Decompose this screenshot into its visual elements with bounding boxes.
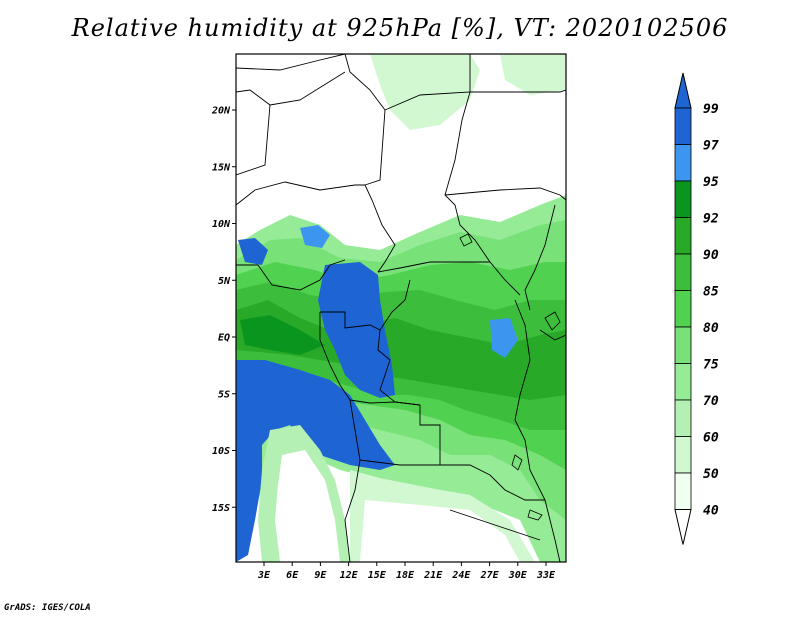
lat-tick-label: 15S [212, 503, 230, 514]
grads-credit: GrADS: IGES/COLA [4, 603, 91, 613]
colorbar-label: 60 [703, 431, 719, 446]
colorbar: 99 97 95 92 90 85 80 75 70 60 50 40 [674, 72, 719, 545]
colorbar-top-arrow [674, 72, 692, 109]
lat-tick-label: 5N [218, 276, 231, 287]
colorbar-label: 95 [703, 175, 719, 190]
colorbar-label: 75 [703, 358, 719, 373]
longitude-axis: 3E 6E 9E 12E 15E 18E 21E 24E 27E 30E 33E [257, 562, 556, 581]
colorbar-label: 90 [703, 248, 719, 263]
colorbar-swatch [674, 326, 692, 364]
lon-tick-label: 18E [396, 570, 415, 581]
lon-tick-label: 12E [340, 570, 359, 581]
colorbar-swatch [674, 180, 692, 218]
lon-tick-label: 15E [368, 570, 387, 581]
colorbar-label: 97 [703, 139, 719, 154]
latitude-axis: 20N 15N 10N 5N EQ 5S 10S 15S [211, 106, 236, 514]
lon-tick-label: 27E [480, 570, 500, 581]
lon-tick-label: 33E [536, 570, 556, 581]
lat-tick-label: 20N [211, 106, 231, 117]
colorbar-swatch [674, 107, 692, 145]
country-borders [236, 54, 566, 562]
lat-tick-label: 5S [218, 389, 230, 400]
lat-tick-label: 10N [212, 219, 231, 230]
lon-tick-label: 30E [508, 570, 528, 581]
map-panel [236, 54, 566, 562]
colorbar-label: 85 [703, 285, 719, 300]
lon-tick-label: 6E [286, 570, 299, 581]
lon-tick-label: 21E [423, 570, 443, 581]
colorbar-swatch [674, 363, 692, 401]
colorbar-swatch [674, 144, 692, 182]
colorbar-bottom-arrow [674, 509, 692, 545]
colorbar-label: 70 [703, 394, 719, 409]
lon-tick-label: 3E [257, 570, 271, 581]
colorbar-label: 92 [703, 212, 719, 227]
colorbar-swatch [674, 399, 692, 437]
lon-tick-label: 9E [314, 570, 327, 581]
lat-tick-label: EQ [218, 333, 230, 344]
colorbar-label: 40 [703, 504, 719, 519]
map-frame [235, 53, 567, 563]
lakes [459, 233, 561, 521]
colorbar-label: 99 [703, 102, 719, 117]
colorbar-swatch [674, 290, 692, 328]
map-title: Relative humidity at 925hPa [%], VT: 202… [71, 14, 729, 42]
lat-tick-label: 10S [212, 446, 230, 457]
humidity-field [236, 54, 566, 562]
colorbar-swatch [674, 253, 692, 291]
lat-tick-label: 15N [212, 162, 231, 173]
colorbar-swatch [674, 472, 692, 510]
colorbar-swatch [674, 436, 692, 474]
colorbar-swatch [674, 217, 692, 255]
colorbar-label: 80 [703, 321, 719, 336]
colorbar-label: 50 [703, 467, 719, 482]
lon-tick-label: 24E [451, 570, 471, 581]
